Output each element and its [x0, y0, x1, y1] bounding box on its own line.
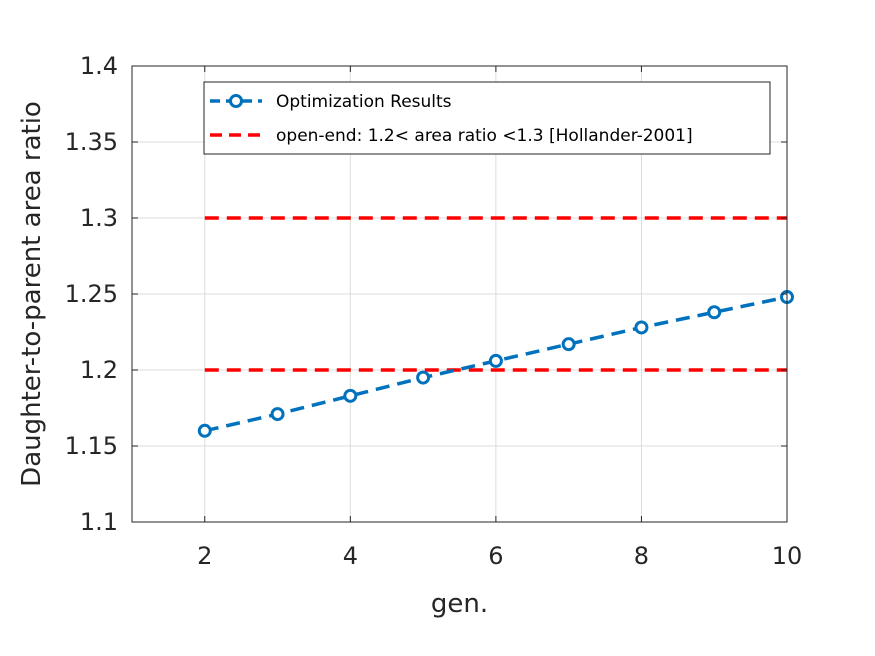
- legend-entries: Optimization Results open-end: 1.2< area …: [210, 92, 693, 146]
- y-tick-label: 1.4: [80, 52, 118, 80]
- data-point: [561, 337, 576, 352]
- y-tick-label: 1.3: [80, 204, 118, 232]
- data-point: [343, 388, 358, 403]
- y-tick-label: 1.2: [80, 356, 118, 384]
- y-tick-label: 1.25: [65, 280, 118, 308]
- y-axis-label: Daughter-to-parent area ratio: [17, 101, 47, 487]
- legend-swatch-marker: [229, 94, 243, 108]
- reference-lines: [204, 216, 787, 372]
- x-tick-label: 2: [197, 542, 212, 570]
- legend: Optimization Results open-end: 1.2< area …: [203, 81, 771, 155]
- x-tick-label: 10: [772, 542, 803, 570]
- tick-marks: [132, 65, 788, 523]
- legend-label: open-end: 1.2< area ratio <1.3 [Hollande…: [276, 126, 693, 146]
- x-tick-label: 6: [488, 542, 503, 570]
- legend-box: [203, 81, 771, 155]
- tick-labels: 2 4 6 8 10 1.1 1.15 1.2 1.25 1.3 1.35 1.4: [65, 52, 803, 570]
- x-tick-label: 4: [343, 542, 358, 570]
- y-tick-label: 1.15: [65, 432, 118, 460]
- y-tick-label: 1.1: [80, 508, 118, 536]
- data-point: [707, 305, 722, 320]
- x-axis-label: gen.: [431, 589, 488, 619]
- data-point: [197, 423, 212, 438]
- data-point: [488, 353, 503, 368]
- data-point: [416, 370, 431, 385]
- y-tick-label: 1.35: [65, 128, 118, 156]
- data-point: [270, 407, 285, 422]
- legend-label: Optimization Results: [276, 92, 452, 112]
- data-series: [197, 290, 794, 438]
- data-point: [634, 320, 649, 335]
- x-tick-label: 8: [634, 542, 649, 570]
